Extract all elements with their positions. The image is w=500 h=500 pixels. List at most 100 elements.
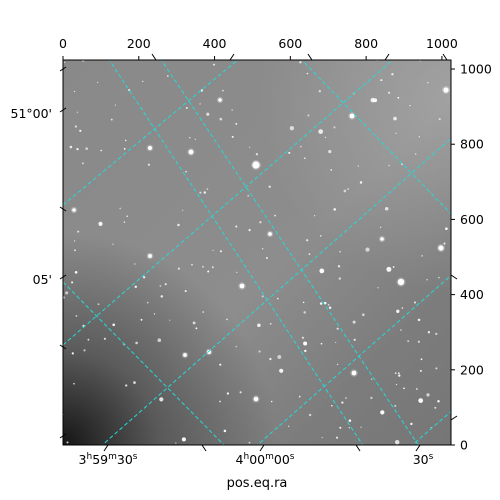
star: [223, 429, 227, 433]
star: [124, 139, 127, 142]
top-tick-label: 0: [59, 36, 67, 51]
star: [361, 313, 365, 317]
star: [135, 341, 138, 345]
plot-frame: [62, 59, 452, 446]
star: [142, 80, 144, 83]
star: [443, 87, 449, 93]
star: [159, 285, 162, 287]
star: [301, 336, 305, 340]
star: [319, 235, 322, 237]
star: [134, 263, 136, 265]
bottom-dec-tick: [201, 444, 207, 452]
star: [100, 149, 102, 152]
star: [401, 163, 403, 166]
star: [445, 227, 448, 230]
star: [388, 164, 390, 167]
star: [207, 350, 211, 354]
star: [299, 61, 302, 64]
star: [177, 267, 181, 270]
star: [75, 314, 78, 317]
star: [110, 118, 113, 121]
star: [352, 320, 356, 324]
star: [74, 249, 76, 252]
star: [268, 185, 271, 188]
top-ra-tick: [151, 53, 157, 61]
left-ra-tick: [59, 433, 67, 439]
star: [304, 349, 307, 353]
star: [222, 89, 224, 92]
star: [370, 378, 373, 380]
star: [394, 404, 397, 407]
star: [339, 251, 341, 253]
right-tick-label: 600: [460, 212, 484, 227]
star: [148, 254, 152, 258]
star: [119, 207, 121, 210]
star: [133, 381, 136, 384]
star: [63, 61, 66, 64]
star: [169, 319, 171, 321]
star: [395, 132, 397, 135]
star: [400, 329, 402, 331]
star: [226, 392, 230, 395]
top-dec-tick: [229, 53, 235, 61]
bottom-axis-labels: 3h59m30s 4h00m00s 30s: [79, 452, 434, 467]
star: [185, 106, 188, 109]
star: [438, 118, 441, 121]
star: [277, 355, 282, 359]
star: [420, 358, 423, 361]
star: [410, 422, 413, 426]
star: [339, 426, 342, 429]
star: [336, 327, 339, 330]
bottom-tick-label-3: 30s: [413, 452, 434, 467]
star: [146, 301, 149, 304]
star: [443, 242, 446, 245]
star: [112, 323, 116, 327]
star: [125, 384, 128, 387]
star: [65, 291, 69, 295]
star: [413, 301, 417, 304]
top-tick-label: 800: [354, 36, 378, 51]
star: [417, 340, 421, 343]
star: [194, 138, 196, 141]
star: [153, 313, 156, 315]
star: [81, 162, 84, 165]
star: [71, 281, 74, 284]
star: [438, 245, 444, 251]
bottom-tick-label-2: 4h00m00s: [236, 452, 295, 467]
sky-image: [63, 60, 451, 445]
image-highlight: [63, 60, 451, 445]
star: [184, 290, 187, 293]
star: [126, 215, 129, 218]
star: [192, 321, 196, 325]
star: [87, 338, 90, 341]
left-dec-tick: [59, 206, 67, 212]
star: [403, 387, 405, 390]
star: [357, 165, 360, 167]
star: [258, 350, 261, 353]
star: [159, 397, 164, 402]
star: [96, 81, 99, 84]
star: [66, 441, 69, 444]
star: [418, 398, 424, 403]
star: [236, 271, 238, 274]
star: [365, 247, 370, 252]
star: [73, 240, 76, 242]
star: [333, 208, 336, 211]
star: [191, 263, 193, 266]
star: [373, 98, 378, 103]
star: [318, 129, 324, 134]
star: [259, 221, 262, 224]
star: [418, 136, 420, 138]
star: [380, 79, 383, 82]
grid-line: [160, 60, 419, 445]
star: [370, 396, 373, 400]
star: [308, 413, 312, 417]
bottom-ra-tick: [103, 444, 109, 452]
grid-line: [63, 60, 394, 346]
star: [112, 243, 114, 245]
star: [341, 401, 344, 404]
star: [202, 311, 204, 313]
star: [397, 372, 400, 375]
star: [380, 226, 382, 228]
star: [195, 327, 198, 330]
